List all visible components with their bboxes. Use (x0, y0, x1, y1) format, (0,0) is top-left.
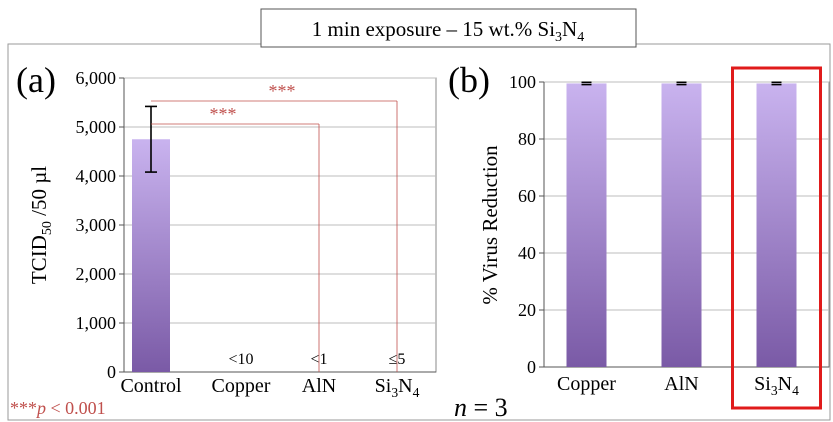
panel-b-bar (756, 83, 797, 368)
panel-a-significance-label: *** (269, 81, 296, 101)
panel-a-value-label: <10 (228, 351, 253, 368)
significance-note: ***p < 0.001 (10, 398, 106, 418)
n-label-rest: = 3 (467, 393, 508, 422)
panel-a-category-label: AlN (302, 375, 336, 397)
panel-a-category-label: Si3N4 (375, 375, 420, 400)
panel-b-label: (b) (448, 60, 490, 100)
panel-a-ytick-label: 6,000 (76, 68, 117, 88)
significance-note-rest: < 0.001 (46, 398, 106, 418)
panel-b-highlight-box (731, 66, 822, 410)
significance-note-p: p (35, 398, 46, 418)
header-sub2: 4 (577, 30, 584, 45)
panel-b-ytick-label: 20 (518, 300, 536, 320)
panel-a-ytick-label: 0 (107, 362, 116, 382)
panel-b-bar (661, 83, 702, 368)
n-label: n = 3 (454, 393, 508, 422)
panel-b-ytick-label: 60 (518, 186, 536, 206)
header-sub1: 3 (555, 30, 562, 45)
figure-header: 1 min exposure – 15 wt.% Si3N4 (312, 17, 584, 45)
panel-b-ytick-label: 40 (518, 243, 536, 263)
figure-frame (7, 43, 831, 421)
panel-b-bar (566, 83, 607, 368)
panel-b-ytick-label: 80 (518, 129, 536, 149)
panel-b-ytick-label: 100 (509, 72, 536, 92)
panel-a-y-axis-title: TCID50 /50 µl (27, 166, 55, 284)
panel-a-bar (132, 139, 170, 372)
panel-b-category-label: Copper (557, 373, 616, 395)
panel-a-label: (a) (16, 60, 56, 100)
significance-note-stars: *** (10, 398, 37, 418)
panel-a-significance-label: *** (210, 104, 237, 124)
header-mid: N (562, 17, 577, 41)
panel-a-chart: 0 1,000 2,000 3,000 4,000 5,000 6,000 Control <1… (16, 60, 437, 400)
panel-a-ytick-label: 1,000 (76, 313, 117, 333)
panel-b-category-label: AlN (664, 373, 698, 395)
header-box (260, 8, 637, 48)
n-label-n: n (454, 393, 467, 422)
panel-a-ytick-label: 4,000 (76, 166, 117, 186)
panel-b-y-axis-title: % Virus Reduction (478, 145, 502, 305)
panel-b-category-label: Si3N4 (754, 373, 799, 398)
panel-b-ytick-label: 0 (527, 357, 536, 377)
panel-a-category-label: Copper (212, 375, 271, 397)
panel-a-ytick-label: 3,000 (76, 215, 117, 235)
panel-b-chart: 0 20 40 60 80 100 Copper AlN Si3N4 % Virus Reduct… (448, 60, 830, 410)
panel-a-category-label: Control (120, 375, 182, 397)
panel-a-ytick-label: 2,000 (76, 264, 117, 284)
header-prefix: 1 min exposure – 15 wt.% Si (312, 17, 555, 41)
panel-a-ytick-label: 5,000 (76, 117, 117, 137)
